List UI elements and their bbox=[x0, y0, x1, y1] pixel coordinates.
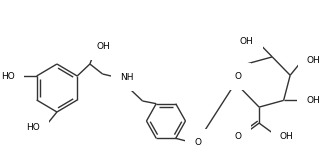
Text: OH: OH bbox=[97, 41, 111, 51]
Text: O: O bbox=[234, 72, 241, 81]
Text: OH: OH bbox=[306, 96, 320, 105]
Text: O: O bbox=[194, 138, 201, 147]
Text: OH: OH bbox=[280, 132, 293, 141]
Text: OH: OH bbox=[307, 56, 321, 65]
Text: O: O bbox=[234, 132, 241, 141]
Text: HO: HO bbox=[1, 72, 15, 80]
Text: OH: OH bbox=[240, 37, 254, 46]
Text: NH: NH bbox=[120, 72, 134, 81]
Text: HO: HO bbox=[27, 123, 40, 132]
